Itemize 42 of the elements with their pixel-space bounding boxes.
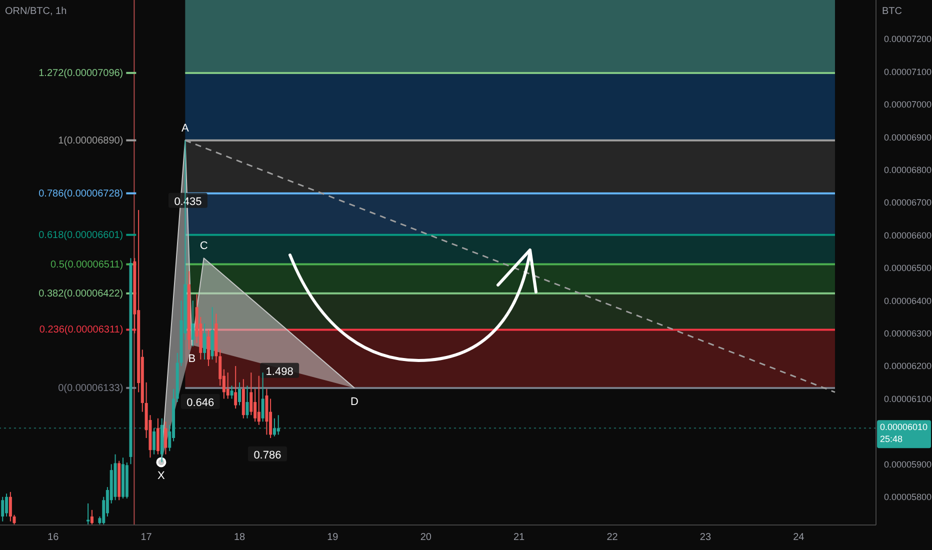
legend-label: 0.618(0.00006601) — [38, 230, 124, 241]
ref-line-label: 0.00006010 25:48 — [880, 422, 928, 444]
annotation: A — [182, 122, 190, 134]
y-tick-label: 0.00006600 — [884, 230, 932, 240]
y-tick-label: 0.00006400 — [884, 296, 932, 306]
legend-label: 0.382(0.00006422) — [38, 288, 124, 300]
y-tick-label: 0.00006800 — [884, 164, 932, 175]
annotation: X — [158, 470, 166, 482]
annotation: B — [188, 353, 196, 366]
x-tick-label: 16 — [48, 532, 60, 544]
y-tick-label: 0.00006200 — [884, 361, 932, 372]
y-tick-label: 0.00006100 — [884, 394, 932, 404]
x-tick-label: 24 — [793, 532, 805, 544]
x-tick-label: 23 — [700, 532, 712, 544]
x-tick-label: 21 — [514, 532, 526, 544]
x-tick-label: 18 — [234, 532, 246, 544]
y-tick-label: 0.00007200 — [884, 34, 932, 44]
y-tick-label: 0.00006300 — [884, 328, 932, 339]
legend-label: 0.786(0.00006728) — [38, 188, 124, 200]
legend-label: 1(0.00006890) — [58, 135, 124, 146]
legend-label: 0.236(0.00006311) — [39, 324, 124, 336]
y-tick-label: 0.00007000 — [884, 100, 932, 110]
annotation: 0.786 — [254, 449, 282, 462]
text: ORN/BTC, 1h — [5, 6, 67, 17]
annotation: D — [350, 396, 359, 408]
y-tick-label: 0.00005900 — [884, 459, 932, 470]
y-tick-label: 0.00007100 — [884, 66, 932, 77]
x-tick-label: 17 — [140, 532, 152, 544]
y-axis-title: BTC — [882, 6, 902, 17]
y-tick-label: 0.00006700 — [884, 198, 932, 208]
y-tick-label: 0.00006500 — [884, 263, 932, 274]
y-tick-label: 0.00005800 — [884, 492, 932, 502]
annotation: 0.646 — [186, 397, 214, 410]
x-tick-label: 19 — [327, 532, 339, 544]
legend-label: 0.5(0.00006511) — [50, 259, 124, 270]
annotation: C — [200, 240, 208, 252]
legend-label: 1.272(0.00007096) — [38, 68, 124, 79]
annotation: 1.498 — [266, 366, 294, 378]
y-tick-label: 0.00006900 — [884, 132, 932, 142]
x-tick-label: 20 — [420, 532, 432, 544]
x-tick-label: 22 — [606, 532, 618, 544]
legend-label: 0(0.00006133) — [58, 382, 124, 394]
